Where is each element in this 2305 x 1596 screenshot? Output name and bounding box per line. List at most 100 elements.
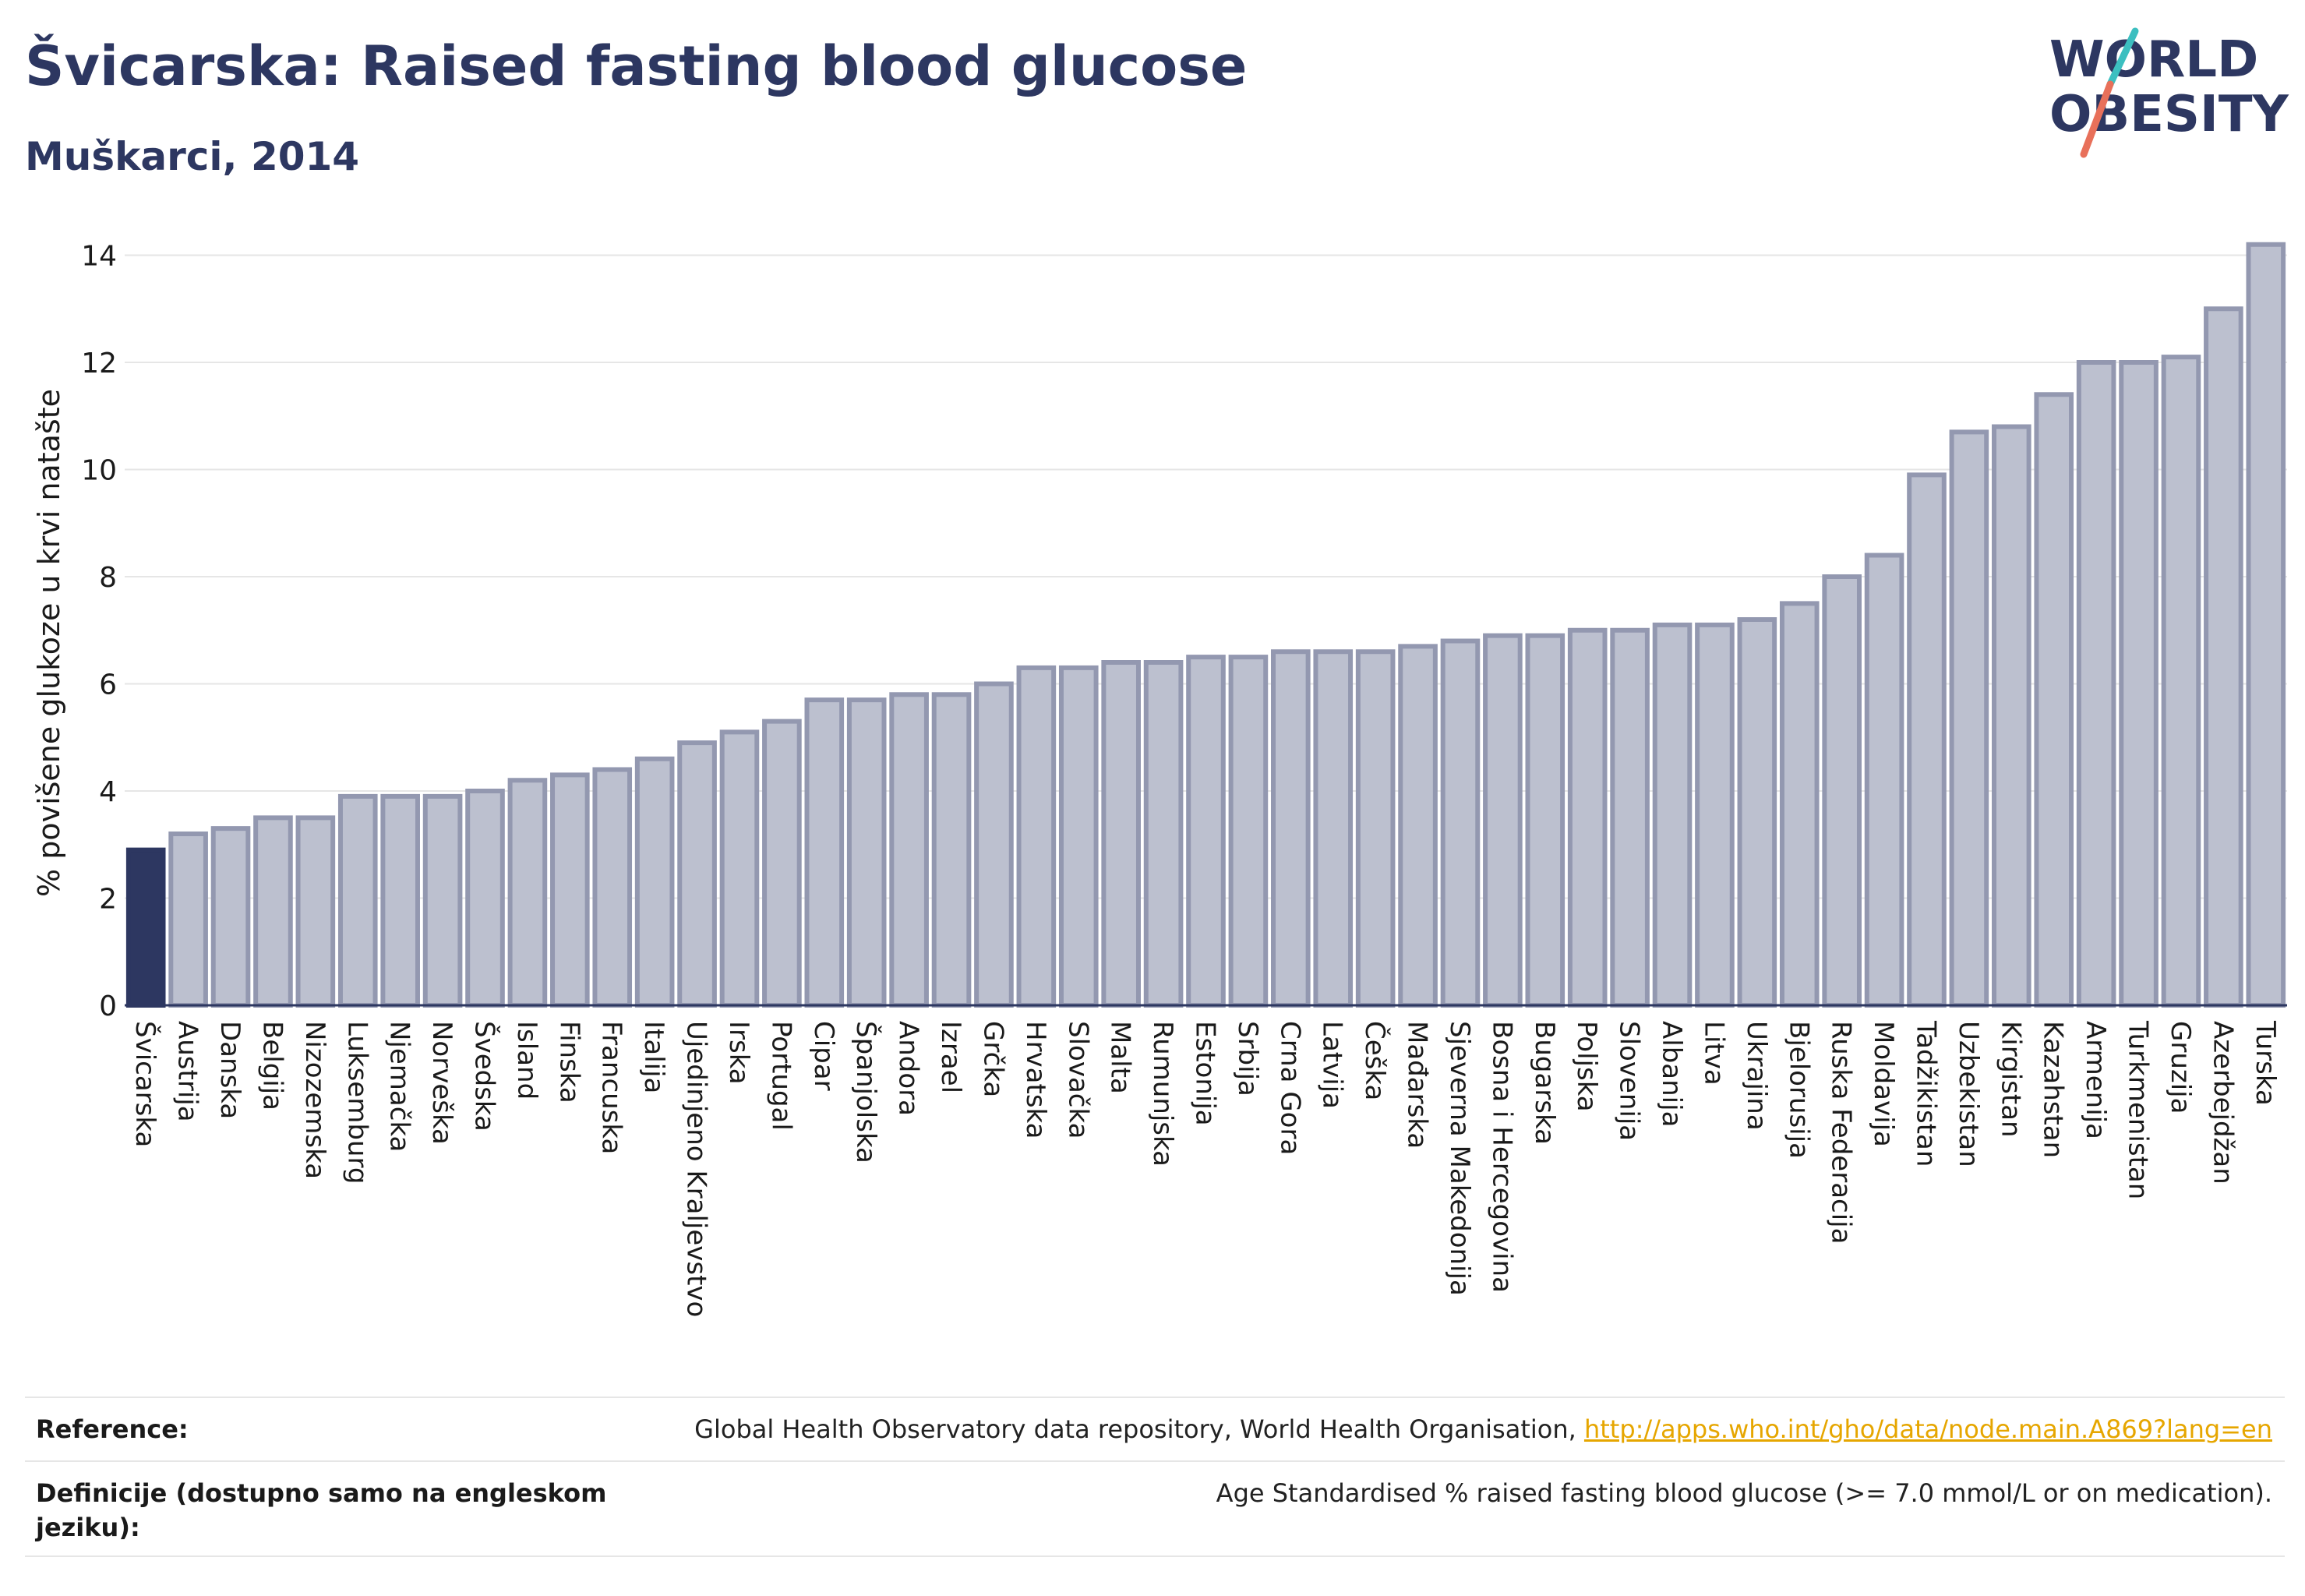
x-tick-label: Norveška	[426, 1021, 457, 1145]
bar	[1228, 655, 1269, 1008]
x-tick-label: Češka	[1359, 1021, 1391, 1100]
bar	[465, 789, 505, 1008]
bar	[804, 697, 845, 1008]
bar	[1355, 649, 1396, 1008]
x-tick-label: Litva	[1698, 1021, 1729, 1086]
reference-row: Reference: Global Health Observatory dat…	[25, 1396, 2285, 1462]
y-axis-ticks: 0 2 4 6 8 10 12 14	[81, 241, 117, 1023]
x-tick-label: Grčka	[977, 1021, 1008, 1097]
bar	[1610, 627, 1650, 1008]
logo-slash-red	[2080, 80, 2114, 158]
x-tick-label: Andora	[893, 1021, 924, 1116]
bar	[125, 847, 166, 1008]
x-axis-labels: Švicarska Austrija Danska Belgija Nizozemska…	[129, 1020, 2281, 1317]
bar	[2161, 355, 2201, 1008]
bar	[1058, 665, 1099, 1008]
x-tick-label: Cipar	[808, 1021, 839, 1091]
x-tick-label: Crna Gora	[1274, 1021, 1305, 1155]
x-tick-label: Mađarska	[1402, 1021, 1433, 1149]
x-tick-label: Azerbejdžan	[2207, 1021, 2238, 1185]
bar	[1779, 601, 1820, 1008]
definition-row: Definicije (dostupno samo na engleskom j…	[25, 1460, 2285, 1557]
x-tick-label: Moldavija	[1868, 1021, 1899, 1147]
definition-label: Definicije (dostupno samo na engleskom j…	[36, 1478, 607, 1542]
bar	[337, 793, 378, 1008]
y-tick-label: 6	[99, 669, 117, 701]
bar	[2204, 306, 2243, 1008]
x-tick-label: Poljska	[1571, 1021, 1602, 1112]
reference-label: Reference:	[36, 1414, 189, 1444]
x-tick-label: Danska	[214, 1021, 245, 1119]
x-tick-label: Kazahstan	[2038, 1021, 2069, 1158]
x-tick-label: Francuska	[596, 1021, 627, 1154]
x-tick-label: Nizozemska	[299, 1021, 330, 1179]
bar	[1440, 638, 1481, 1008]
bar	[719, 729, 760, 1008]
x-tick-label: Portugal	[765, 1021, 796, 1131]
y-tick-label: 2	[99, 884, 117, 916]
bar	[2076, 360, 2116, 1008]
x-tick-label: Italija	[638, 1021, 669, 1093]
y-tick-label: 10	[81, 455, 117, 487]
bar	[1695, 622, 1735, 1008]
definition-value: Age Standardised % raised fasting blood …	[1216, 1478, 2272, 1508]
bar	[1567, 627, 1608, 1008]
bar	[1483, 633, 1523, 1008]
x-tick-label: Ujedinjeno Kraljevstvo	[681, 1021, 712, 1317]
bar	[1652, 622, 1693, 1008]
bar	[1822, 574, 1862, 1008]
bar	[2246, 242, 2286, 1008]
bar	[1992, 424, 2031, 1008]
bar	[1143, 660, 1184, 1008]
bar	[422, 793, 463, 1008]
logo-line-1: WORLD	[2049, 31, 2258, 89]
chart-subtitle: Muškarci, 2014	[25, 134, 360, 179]
bar	[295, 815, 336, 1008]
bar	[210, 826, 251, 1008]
x-tick-label: Slovačka	[1062, 1021, 1093, 1139]
bar	[507, 778, 548, 1008]
bar	[168, 832, 208, 1008]
x-tick-label: Latvija	[1317, 1021, 1348, 1109]
x-tick-label: Bosna i Hercegovina	[1486, 1021, 1517, 1293]
x-tick-label: Španjolska	[850, 1021, 882, 1163]
bar	[1313, 649, 1354, 1008]
x-tick-label: Švedska	[469, 1021, 501, 1132]
x-tick-label: Hrvatska	[1020, 1021, 1051, 1139]
x-tick-label: Luksemburg	[341, 1021, 372, 1184]
x-tick-label: Estonija	[1190, 1021, 1221, 1126]
bar	[931, 692, 972, 1008]
x-tick-label: Austrija	[172, 1021, 203, 1122]
x-tick-label: Irska	[723, 1021, 754, 1085]
bar	[1186, 655, 1226, 1008]
x-tick-label: Tadžikistan	[1911, 1020, 1942, 1167]
bar	[1949, 429, 1989, 1008]
bar	[974, 681, 1014, 1008]
bar	[2119, 360, 2159, 1008]
x-tick-label: Rumunjska	[1147, 1021, 1178, 1167]
x-tick-label: Albanija	[1656, 1021, 1687, 1127]
x-tick-label: Njemačka	[384, 1021, 415, 1152]
bar	[762, 719, 802, 1008]
bar	[380, 793, 420, 1008]
x-tick-label: Sjeverna Makedonija	[1444, 1021, 1475, 1296]
x-tick-label: Turkmenistan	[2123, 1020, 2154, 1199]
bar	[846, 697, 887, 1008]
x-tick-label: Uzbekistan	[1953, 1021, 1984, 1167]
reference-source-text: Global Health Observatory data repositor…	[694, 1414, 1584, 1444]
x-tick-label: Ukrajina	[1741, 1021, 1772, 1131]
bar	[1737, 617, 1777, 1008]
y-tick-label: 4	[99, 776, 117, 808]
reference-table: Reference: Global Health Observatory dat…	[25, 1396, 2285, 1568]
y-axis-label: % povišene glukoze u krvi natašte	[32, 389, 66, 897]
x-tick-label: Gruzija	[2165, 1021, 2196, 1114]
x-tick-label: Bjelorusija	[1783, 1021, 1814, 1159]
bar	[592, 767, 633, 1008]
x-tick-label: Srbija	[1232, 1021, 1263, 1096]
bar	[634, 756, 675, 1008]
reference-link[interactable]: http://apps.who.int/gho/data/node.main.A…	[1583, 1414, 2272, 1444]
bar	[1525, 633, 1565, 1008]
y-tick-label: 0	[99, 990, 117, 1022]
bar	[253, 815, 293, 1008]
x-tick-label: Malta	[1105, 1021, 1136, 1094]
